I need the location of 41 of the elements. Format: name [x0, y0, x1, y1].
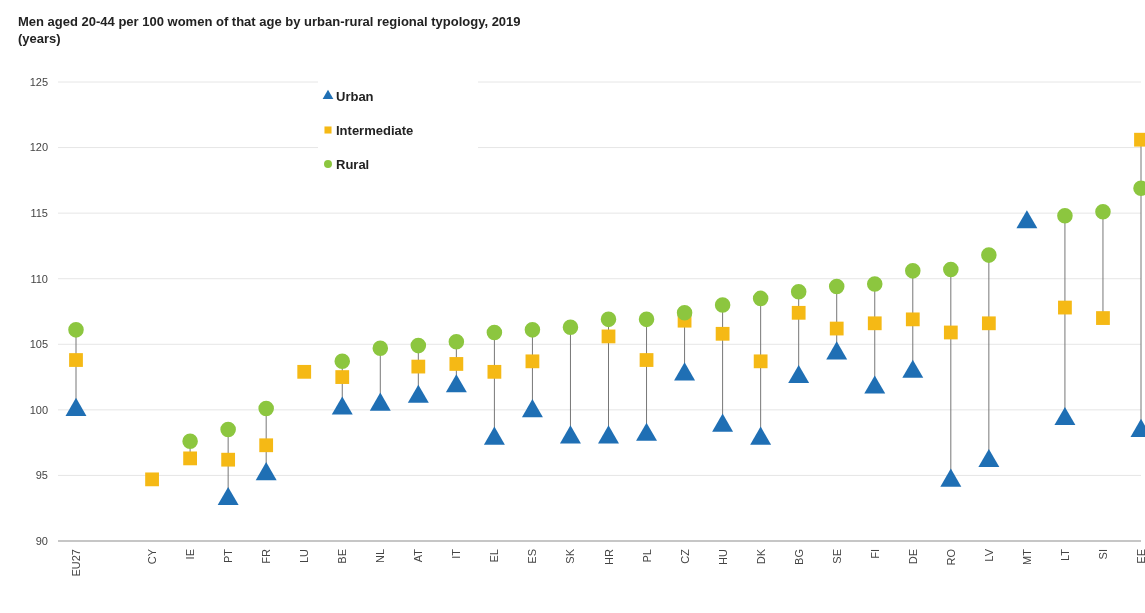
chart-title: Men aged 20-44 per 100 women of that age by urban-rural regional typology, 2019: [18, 14, 521, 29]
y-tick-label: 120: [29, 141, 48, 154]
x-tick-label: PT: [222, 548, 235, 564]
x-tick-label: BE: [336, 549, 349, 564]
x-tick-label: ES: [526, 549, 539, 564]
x-tick-label: CZ: [678, 548, 691, 564]
x-tick-label: IT: [450, 548, 463, 559]
x-tick-label: SK: [564, 548, 577, 564]
chart-subtitle: (years): [18, 31, 61, 46]
y-tick-label: 105: [29, 338, 48, 351]
x-tick-label: SE: [830, 549, 843, 564]
legend-label: Intermediate: [336, 122, 414, 138]
x-tick-label: AT: [412, 548, 425, 563]
x-tick-label: HU: [716, 548, 729, 565]
x-tick-label: LT: [1058, 548, 1071, 562]
y-tick-label: 95: [35, 469, 48, 482]
x-tick-label: IE: [184, 549, 197, 560]
x-tick-label: DK: [754, 548, 767, 565]
x-tick-label: SI: [1096, 549, 1109, 560]
y-tick-label: 100: [29, 403, 48, 416]
x-tick-label: PL: [640, 549, 653, 563]
y-tick-label: 90: [35, 534, 48, 547]
y-tick-label: 115: [30, 206, 48, 219]
x-tick-label: BG: [792, 549, 805, 565]
x-tick-label: EE: [1135, 549, 1145, 564]
y-tick-label: 110: [30, 272, 48, 285]
x-tick-label: RO: [944, 548, 957, 566]
x-tick-label: MT: [1020, 548, 1033, 565]
legend-label: Urban: [336, 88, 374, 104]
x-tick-label: FI: [868, 549, 881, 559]
y-tick-label: 125: [29, 75, 48, 88]
x-tick-label: CY: [146, 548, 159, 565]
x-tick-label: HR: [602, 548, 615, 565]
x-tick-label: EU27: [70, 549, 82, 577]
x-tick-label: FR: [260, 548, 273, 564]
x-tick-label: DE: [906, 549, 919, 565]
x-tick-label: EL: [488, 549, 501, 563]
legend-label: Rural: [336, 156, 370, 172]
x-tick-label: LU: [298, 548, 311, 564]
x-tick-label: NL: [374, 549, 387, 564]
x-tick-label: LV: [982, 548, 995, 562]
